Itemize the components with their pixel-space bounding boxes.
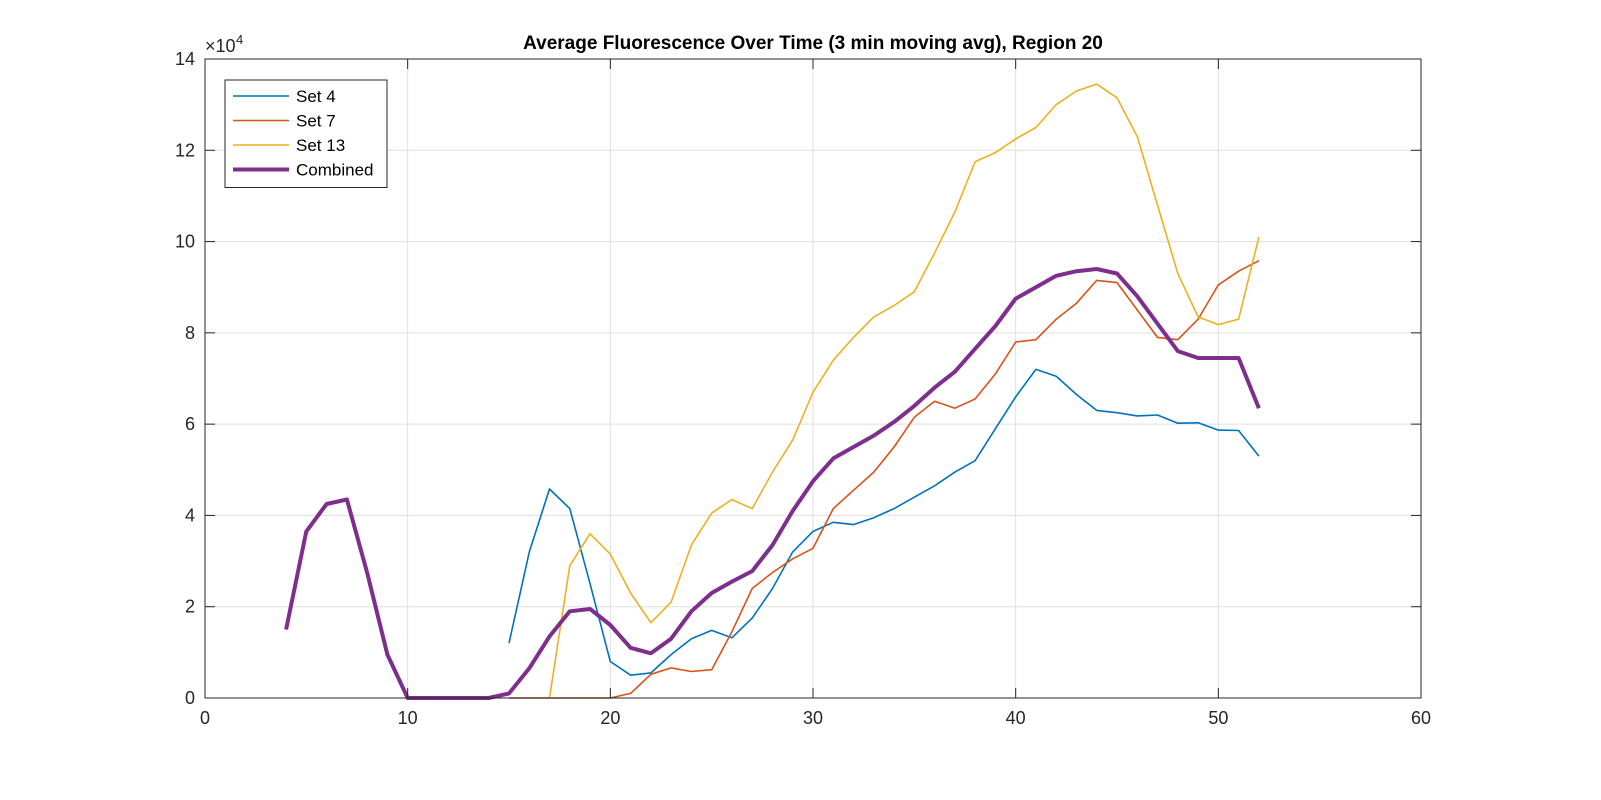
y-exponent-base: ×10 [205,36,236,56]
legend: Set 4 Set 7 Set 13 Combined [224,79,388,188]
legend-label-set-13: Set 13 [296,136,345,155]
plot-lines [284,83,1261,700]
series-line-set-13 [548,83,1260,699]
y-tick-label-1: 2 [185,597,195,617]
tick-labels: 0 10 20 30 40 50 60 0 2 4 6 8 10 12 14 [175,49,1431,728]
x-tick-label-2: 20 [600,708,620,728]
y-tick-label-4: 8 [185,323,195,343]
y-tick-label-5: 10 [175,232,195,252]
y-axis-exponent: ×10 4 [205,32,243,56]
series-line-set-7 [509,259,1260,699]
legend-label-set-7: Set 7 [296,112,336,131]
y-tick-label-0: 0 [185,688,195,708]
y-tick-label-2: 4 [185,505,195,525]
chart-title: Average Fluorescence Over Time (3 min mo… [523,33,1103,54]
axes [204,58,1422,699]
x-tick-label-1: 10 [398,708,418,728]
x-tick-label-4: 40 [1006,708,1026,728]
grid [204,58,1422,699]
y-exponent-power: 4 [236,32,243,47]
legend-label-set-4: Set 4 [296,87,336,106]
y-tick-label-7: 14 [175,49,195,69]
series-line-set-4 [508,368,1260,677]
x-tick-label-3: 30 [803,708,823,728]
x-tick-label-6: 60 [1411,708,1431,728]
y-tick-label-6: 12 [175,140,195,160]
legend-label-combined: Combined [296,161,374,180]
x-tick-label-5: 50 [1208,708,1228,728]
x-tick-label-0: 0 [200,708,210,728]
y-tick-label-3: 6 [185,414,195,434]
